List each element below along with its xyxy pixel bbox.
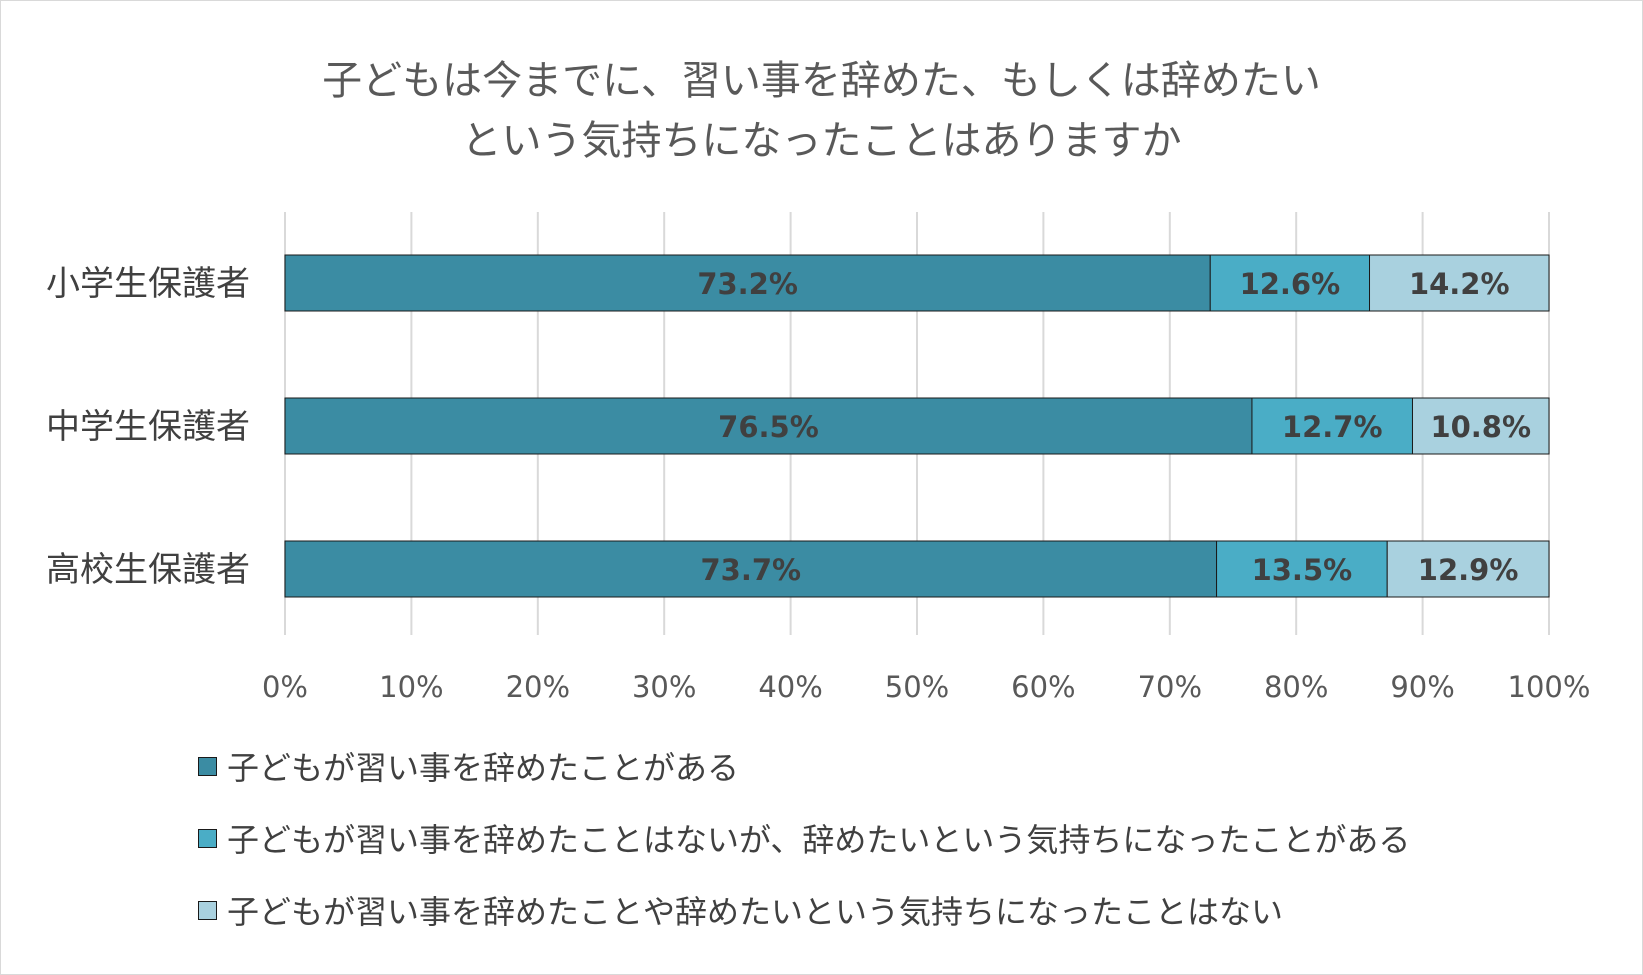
category-label: 小学生保護者 <box>46 264 250 304</box>
x-tick-label: 100% <box>1508 670 1591 704</box>
x-tick-label: 60% <box>1011 670 1075 704</box>
x-tick-label: 0% <box>262 670 308 704</box>
legend-label: 子どもが習い事を辞めたことはないが、辞めたいという気持ちになったことがある <box>227 821 1411 859</box>
legend-swatch <box>198 756 217 776</box>
legend-label: 子どもが習い事を辞めたことや辞めたいという気持ちになったことはない <box>227 893 1284 931</box>
bar-segment <box>1209 254 1371 312</box>
data-label: 10.8% <box>1430 410 1531 444</box>
chart-title-line-2: という気持ちになったことはありますか <box>461 118 1182 164</box>
legend-swatch <box>198 828 217 848</box>
bar-segment <box>284 254 1211 312</box>
bar-segment <box>1251 397 1413 455</box>
data-label: 14.2% <box>1409 267 1510 301</box>
legend-swatch <box>198 900 217 920</box>
bar-segment <box>1386 540 1550 598</box>
chart-legend: 子どもが習い事を辞めたことがある 子どもが習い事を辞めたことはないが、辞めたいと… <box>198 748 1410 964</box>
x-tick-label: 40% <box>758 670 822 704</box>
category-label: 高校生保護者 <box>46 550 250 590</box>
x-tick-label: 80% <box>1264 670 1328 704</box>
bar-segment <box>1411 397 1550 455</box>
legend-item: 子どもが習い事を辞めたことや辞めたいという気持ちになったことはない <box>198 892 1410 931</box>
bar-segment <box>284 397 1253 455</box>
category-label: 中学生保護者 <box>46 407 250 447</box>
data-label: 13.5% <box>1252 553 1353 587</box>
legend-label: 子どもが習い事を辞めたことがある <box>227 749 740 787</box>
bar-segment <box>1369 254 1550 312</box>
data-label: 12.6% <box>1240 267 1341 301</box>
data-label: 73.2% <box>697 267 798 301</box>
bar-segment <box>284 540 1218 598</box>
legend-item: 子どもが習い事を辞めたことはないが、辞めたいという気持ちになったことがある <box>198 820 1410 859</box>
x-tick-label: 50% <box>885 670 949 704</box>
x-tick-label: 10% <box>379 670 443 704</box>
x-tick-label: 70% <box>1138 670 1202 704</box>
legend-item: 子どもが習い事を辞めたことがある <box>198 748 1410 787</box>
x-tick-label: 20% <box>506 670 570 704</box>
data-label: 76.5% <box>718 410 819 444</box>
data-label: 73.7% <box>700 553 801 587</box>
bar-segment <box>1216 540 1388 598</box>
x-tick-label: 90% <box>1390 670 1454 704</box>
chart-title-line-1: 子どもは今までに、習い事を辞めた、もしくは辞めたい <box>322 58 1321 104</box>
data-label: 12.7% <box>1282 410 1383 444</box>
data-label: 12.9% <box>1418 553 1519 587</box>
x-tick-label: 30% <box>632 670 696 704</box>
